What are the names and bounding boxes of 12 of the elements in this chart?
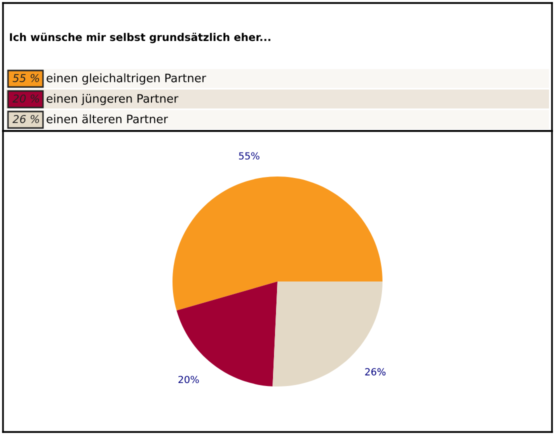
legend-label: einen gleichaltrigen Partner (46, 73, 206, 85)
data-label: 55% (239, 152, 260, 160)
legend-label: einen älteren Partner (46, 114, 168, 124)
legend-label: einen jüngeren Partner (46, 94, 178, 106)
text: 20 % (12, 94, 40, 103)
text: 26 % (12, 114, 40, 124)
pie-slice (176, 282, 278, 386)
pie-slice (172, 176, 382, 311)
data-label: 26% (365, 368, 386, 376)
data-label: 20% (178, 376, 199, 384)
chart-title: Ich wünsche mir selbst grundsätzlich eher... (10, 32, 270, 44)
text: 55 % (12, 74, 40, 82)
